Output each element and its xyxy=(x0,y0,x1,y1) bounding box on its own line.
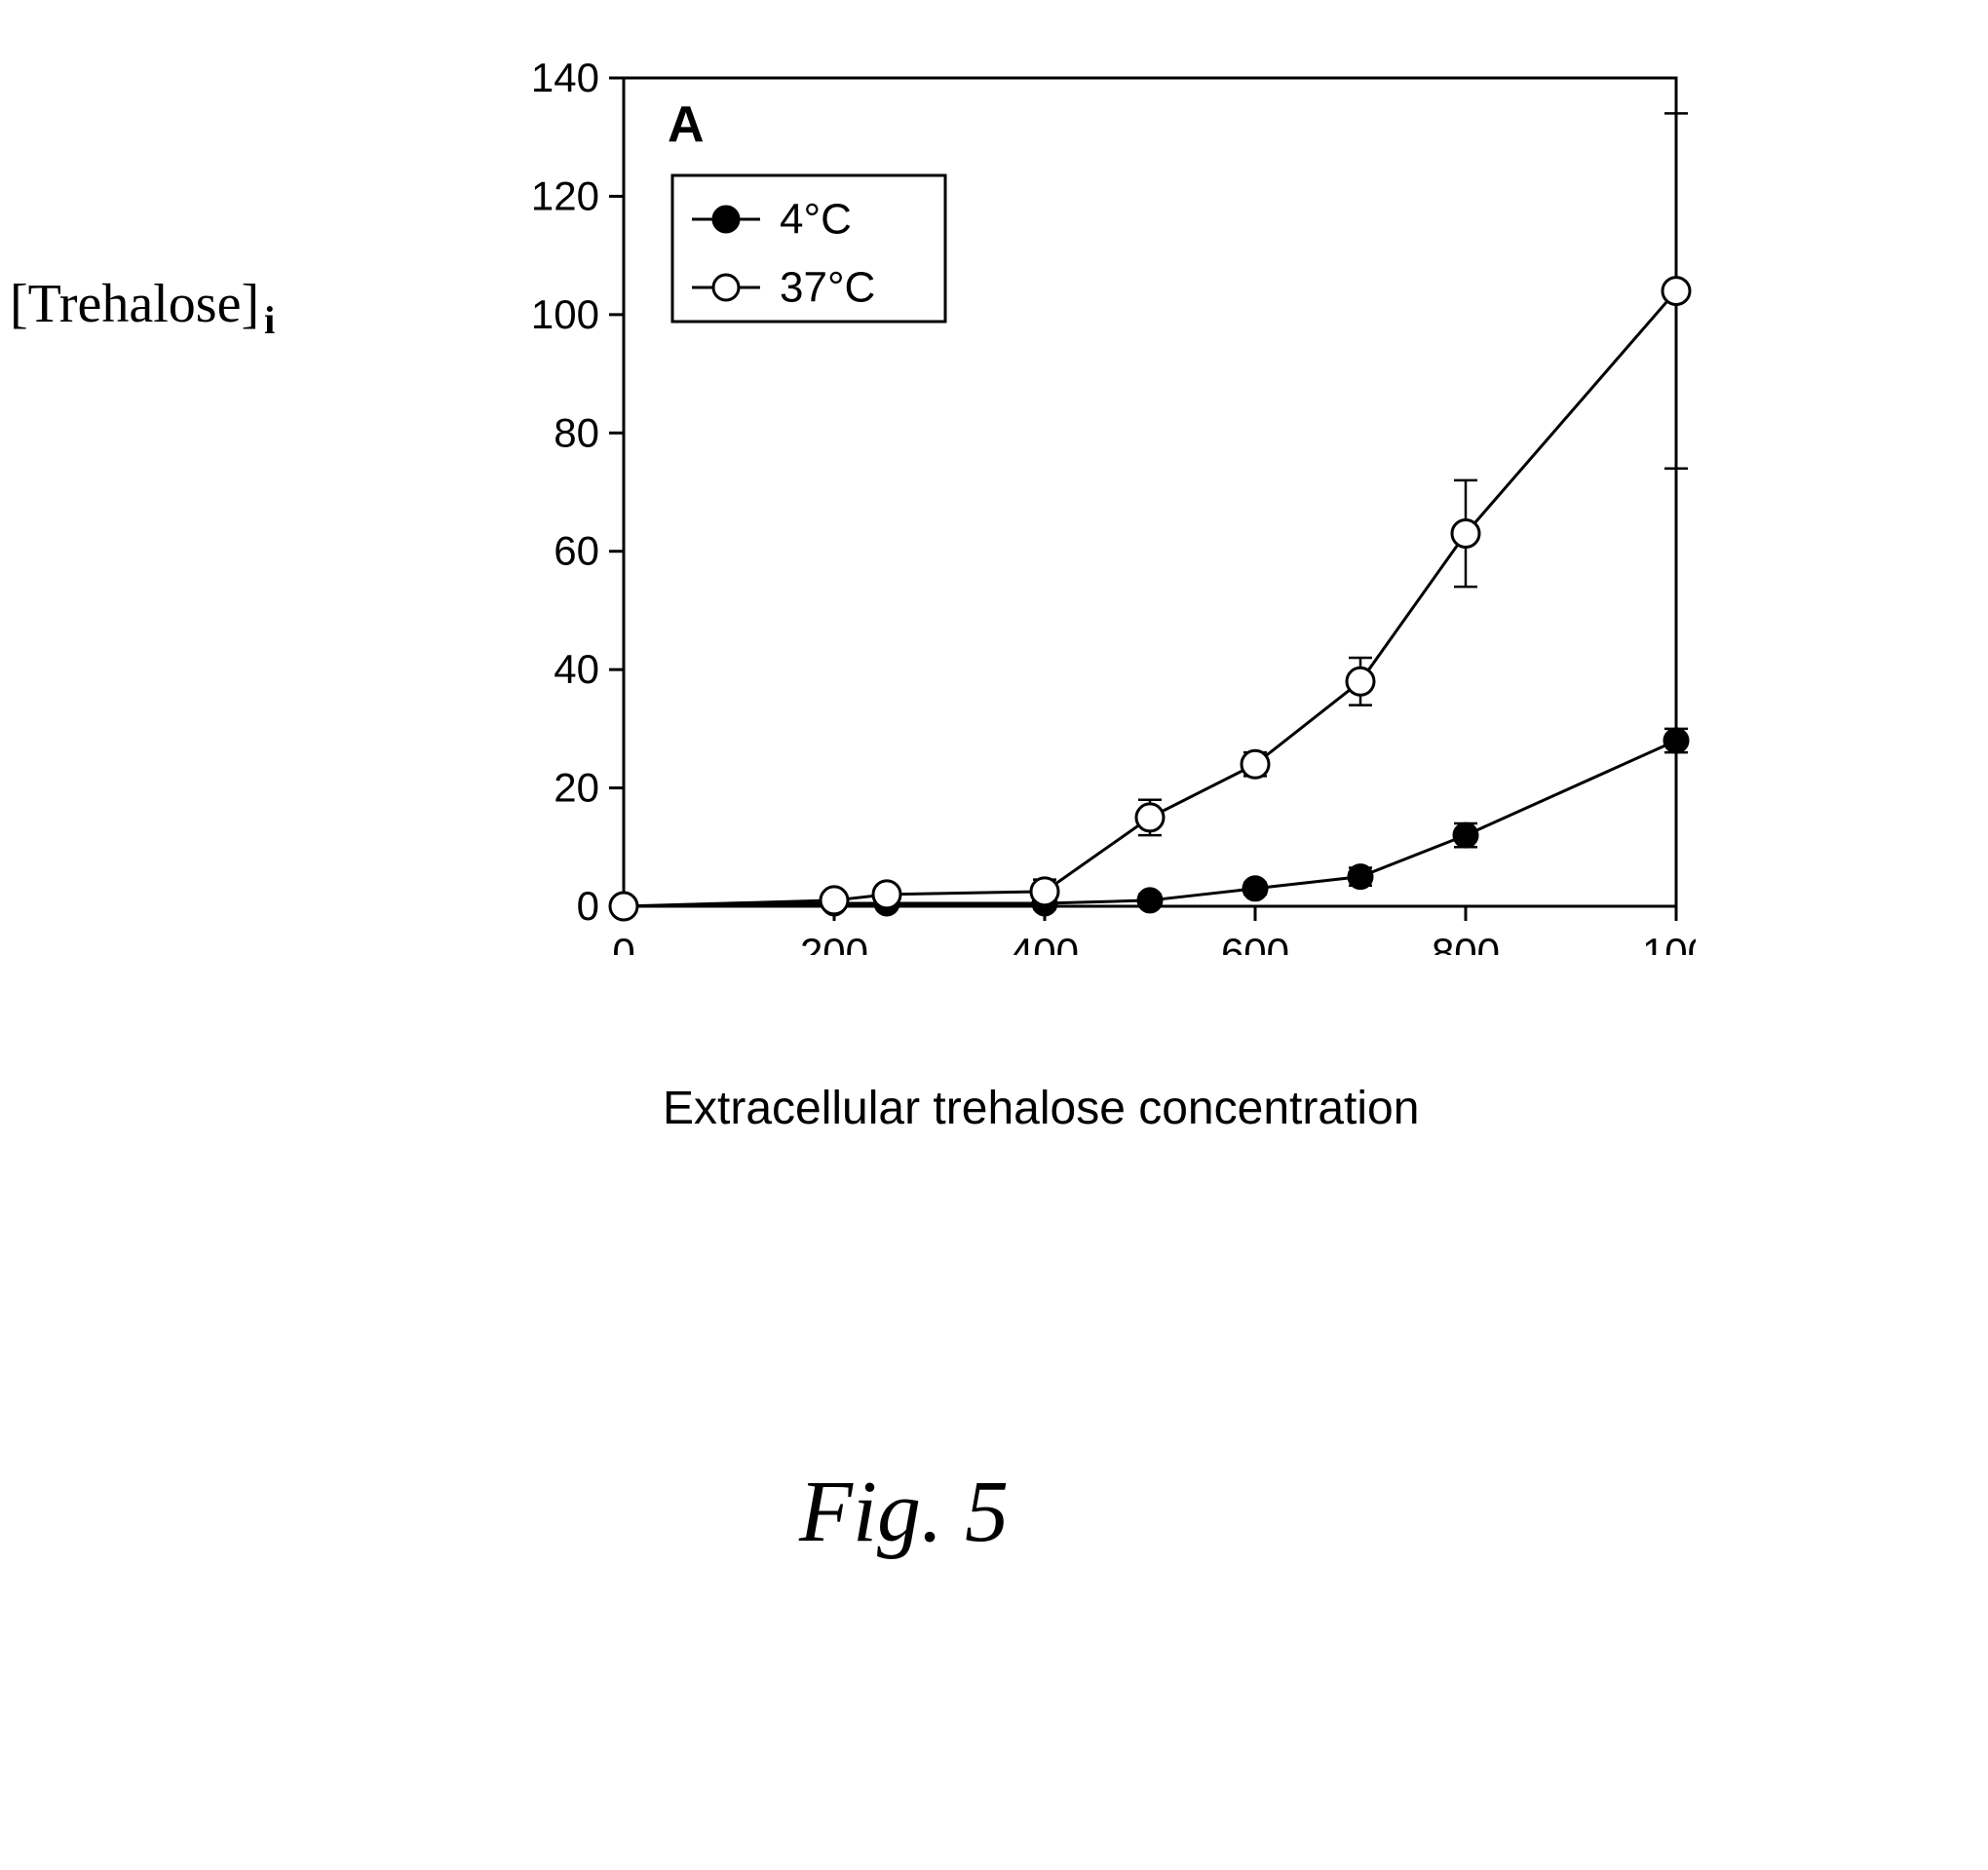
x-axis-label: Extracellular trehalose concentration xyxy=(663,1082,1419,1135)
figure-caption: Fig. 5 xyxy=(799,1462,1009,1562)
chart-plot: 0200400600800100020406080100120140A4°C37… xyxy=(487,58,1696,955)
svg-text:A: A xyxy=(668,96,705,153)
svg-text:200: 200 xyxy=(800,930,868,955)
svg-text:0: 0 xyxy=(577,883,599,929)
svg-text:140: 140 xyxy=(531,58,599,100)
svg-text:600: 600 xyxy=(1221,930,1289,955)
figure-container: [Trehalose]i 020040060080010002040608010… xyxy=(0,0,1988,1870)
svg-text:60: 60 xyxy=(554,528,599,574)
svg-text:400: 400 xyxy=(1011,930,1079,955)
y-axis-label: [Trehalose]i xyxy=(10,273,275,343)
svg-text:100: 100 xyxy=(1642,930,1696,955)
svg-text:4°C: 4°C xyxy=(780,196,852,244)
svg-text:0: 0 xyxy=(612,930,634,955)
svg-text:20: 20 xyxy=(554,765,599,811)
svg-text:37°C: 37°C xyxy=(780,264,875,312)
svg-text:40: 40 xyxy=(554,646,599,692)
svg-text:100: 100 xyxy=(531,291,599,337)
svg-text:800: 800 xyxy=(1432,930,1500,955)
svg-text:80: 80 xyxy=(554,409,599,455)
svg-text:120: 120 xyxy=(531,172,599,218)
